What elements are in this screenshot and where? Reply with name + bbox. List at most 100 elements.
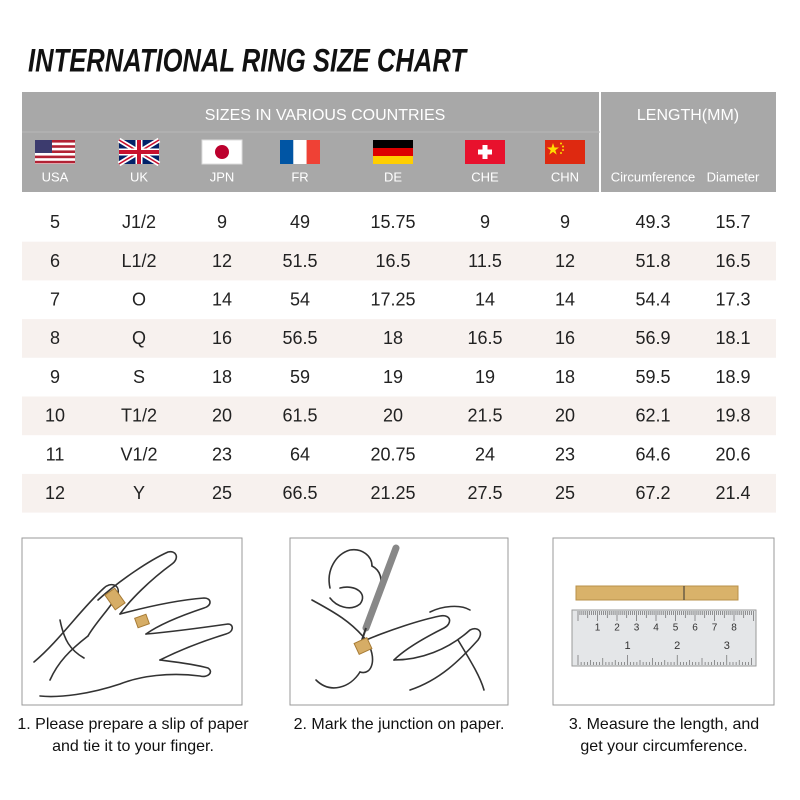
pen-tip [361,627,367,641]
ruler-label: 2 [674,640,680,652]
table-cell: 16 [555,328,575,348]
ruler-label: 3 [724,640,730,652]
table-cell: 8 [50,328,60,348]
flag-che [465,140,505,164]
table-cell: V1/2 [120,444,157,464]
table-cell: 7 [50,290,60,310]
column-label: Circumference [611,169,696,184]
column-label: UK [130,169,148,184]
table-cell: 49 [290,212,310,232]
table-cell: 54 [290,290,310,310]
table-cell: 18 [212,367,232,387]
table-cell: S [133,367,145,387]
paper-strip [134,613,150,629]
table-cell: 54.4 [635,290,670,310]
table-cell: T1/2 [121,406,157,426]
row-background [22,319,776,358]
table-cell: L1/2 [121,251,156,271]
table-cell: 10 [45,406,65,426]
row-background [22,241,776,281]
table-cell: 59 [290,367,310,387]
group-header: SIZES IN VARIOUS COUNTRIES [205,107,446,124]
table-cell: 12 [212,251,232,271]
page-title: INTERNATIONAL RING SIZE CHART [28,42,468,78]
hand-illustration [33,550,234,698]
flag-fr [280,140,320,164]
table-cell: 25 [555,483,575,503]
table-cell: 17.3 [715,290,750,310]
ruler-label: 8 [731,623,737,634]
captions: 1. Please prepare a slip of paper and tie… [17,716,759,755]
table-cell: 18.1 [715,328,750,348]
table-cell: 19 [383,367,403,387]
table-cell: 64.6 [635,444,670,464]
step-caption: 1. Please prepare a slip of paper [17,716,249,733]
table-cell: Y [133,483,145,503]
table-cell: 19.8 [715,406,750,426]
table-cell: 15.75 [370,212,415,232]
table-cell: 9 [480,212,490,232]
ruler-label: 6 [692,623,698,634]
table-cell: 14 [555,290,575,310]
table-cell: 14 [212,290,232,310]
table-cell: 23 [555,444,575,464]
table-cell: 51.5 [282,251,317,271]
flag-de [373,140,413,164]
table-cell: 9 [560,212,570,232]
flag-uk [117,137,161,167]
paper-strip [575,585,739,601]
table-cell: 23 [212,444,232,464]
column-label: CHN [551,169,579,184]
table-cell: 62.1 [635,406,670,426]
table-body: 5 J1/2 9 49 15.75 9 9 49.3 15.7 6 L1/2 12 51.5 16.5 11… [22,212,776,513]
hands-pen-illustration [311,548,485,691]
table-cell: J1/2 [122,212,156,232]
table-cell: 21.5 [467,406,502,426]
ruler-label: 4 [653,623,659,634]
table-cell: 9 [217,212,227,232]
table-cell: 59.5 [635,367,670,387]
step-caption: get your circumference. [580,738,747,755]
table-cell: 17.25 [370,290,415,310]
table-cell: 20 [555,406,575,426]
table-cell: 11 [46,444,65,464]
table-cell: 24 [475,444,495,464]
flag-chn [545,140,585,164]
group-header: LENGTH(MM) [637,107,739,124]
ruler-label: 3 [634,623,640,634]
step-panel [21,537,243,706]
step-panel [289,537,509,706]
table-cell: 18.9 [715,367,750,387]
table-cell: 16.5 [375,251,410,271]
step-caption: 2. Mark the junction on paper. [294,716,505,733]
column-label: JPN [210,169,235,184]
ruler-ticks: 1 2 3 4 5 6 7 81 2 3 [577,611,754,665]
ruler-label: 1 [625,640,631,652]
table-cell: 21.4 [715,483,750,503]
table-cell: 11.5 [468,251,502,271]
table-cell: 16 [212,328,232,348]
table-cell: 14 [475,290,495,310]
table-cell: 9 [50,367,60,387]
table-cell: 19 [475,367,495,387]
column-label: FR [291,169,308,184]
table-cell: 6 [50,251,60,271]
ruler-label: 2 [614,623,620,634]
table-cell: 20.6 [715,444,750,464]
paper-strip [353,636,373,656]
table-cell: 16.5 [715,251,750,271]
table-cell: 56.9 [635,328,670,348]
table-cell: 20 [212,406,232,426]
table-cell: 20.75 [370,444,415,464]
table-cell: 18 [383,328,403,348]
pen [362,544,400,632]
table-cell: 51.8 [635,251,670,271]
table-cell: 27.5 [467,483,502,503]
table-cell: 49.3 [635,212,670,232]
table-cell: O [132,290,146,310]
table-cell: 66.5 [282,483,317,503]
paper-strip [104,587,126,611]
step-caption: 3. Measure the length, and [569,716,759,733]
table-cell: Q [132,328,146,348]
